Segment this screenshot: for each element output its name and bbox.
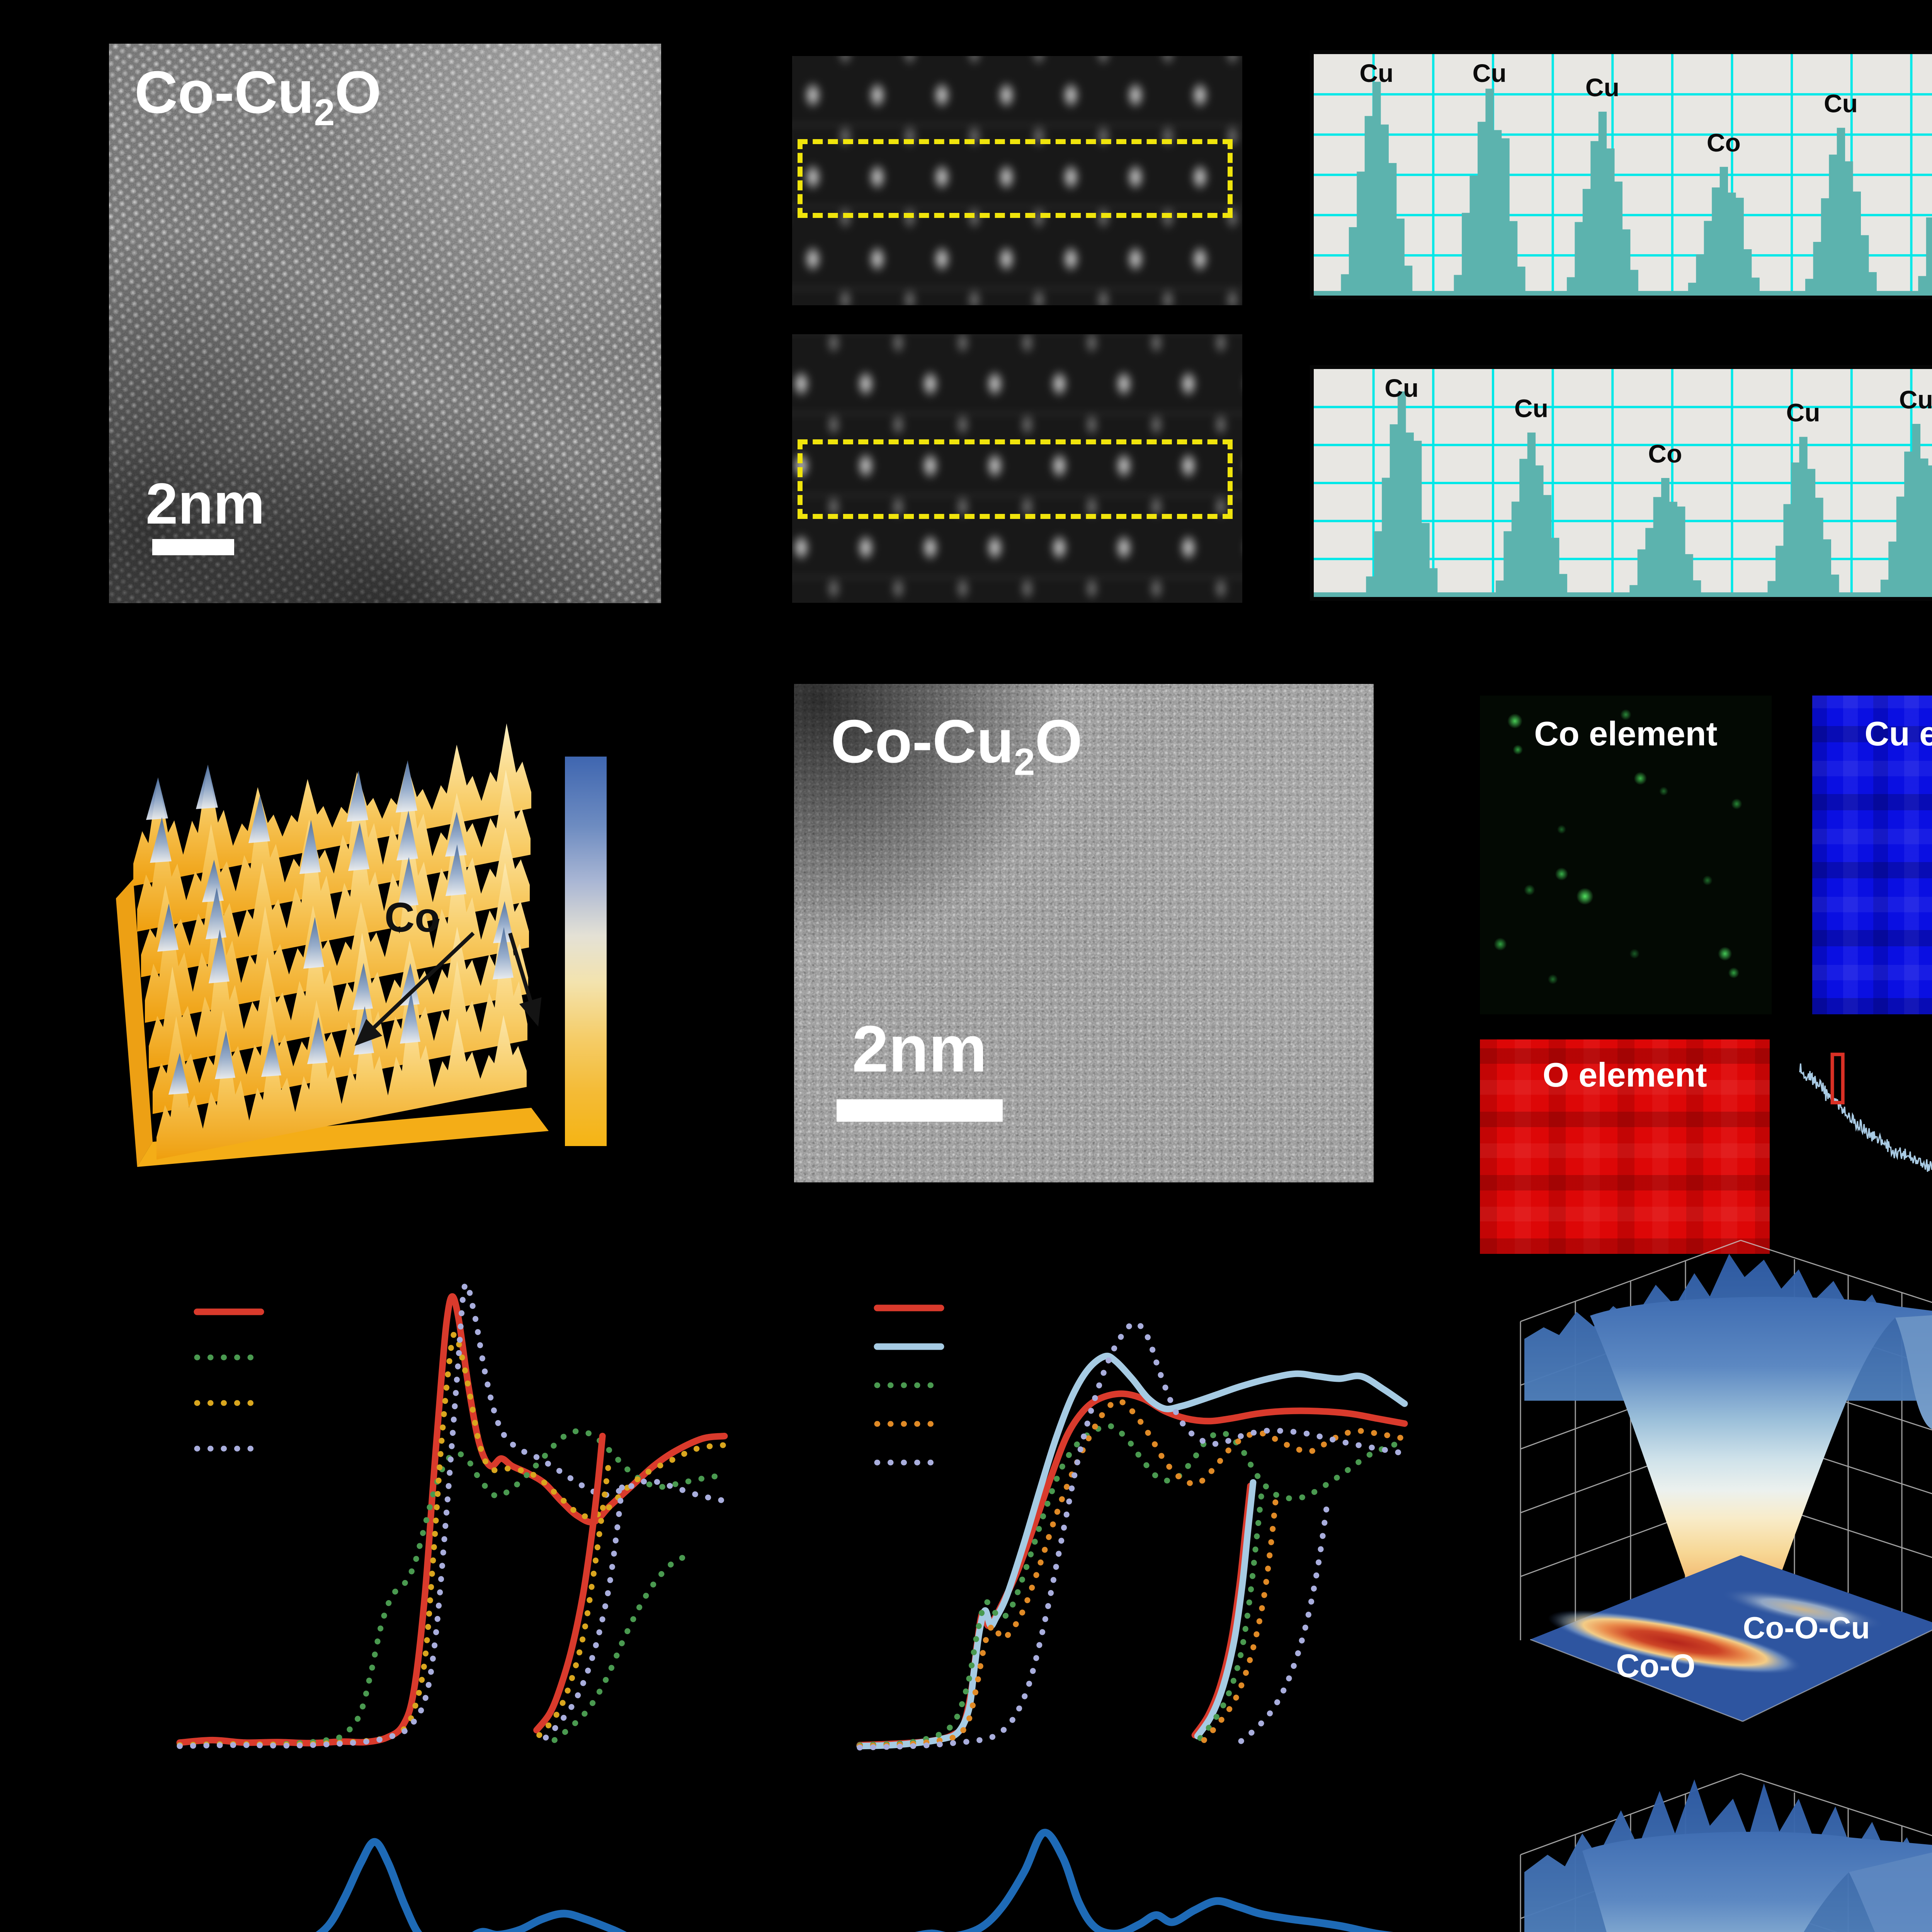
scalebar: [837, 1099, 1003, 1122]
sample-label: Co-Cu2O: [134, 62, 381, 131]
noise-texture: [109, 44, 661, 603]
peak-element-label: Co: [1648, 439, 1682, 468]
co-xanes-series-2: [177, 1331, 728, 1748]
co-exafs-series-0: [316, 1838, 627, 1932]
label-text: Co-Cu: [134, 59, 314, 126]
exafs-chart: [316, 1838, 627, 1932]
funnel-right-lobe: [1849, 1852, 1932, 1932]
exafs-chart: [915, 1828, 1394, 1932]
peak-element-label: Co: [1707, 128, 1741, 157]
label-subscript: 2: [1014, 740, 1035, 783]
atomic-row-crop-1: [792, 56, 1242, 305]
spectrum-highlight-box-0: [1830, 1053, 1845, 1105]
atomic-columns-texture: [792, 334, 1242, 603]
highlight-dashed-box: [798, 139, 1233, 218]
floor-hotspot-co-o-cu: [1721, 1589, 1884, 1630]
peak-element-label: Cu: [1384, 374, 1418, 402]
hrtem-image-co-cu2o: Co-Cu2O 2nm: [794, 684, 1374, 1182]
atomic-row-crop-2: [792, 334, 1242, 603]
cu-xanes-inset-series-1: [1194, 1479, 1257, 1740]
xanes-chart: [856, 1304, 1408, 1751]
cu-xanes-series-1: [856, 1352, 1408, 1750]
co-exafs-r-space-stack: [170, 1774, 734, 1932]
wavelet-surface: Co-O Co-O-Cu: [1520, 1240, 1932, 1722]
cu-exafs-series-0: [915, 1828, 1394, 1932]
peak-element-label: Cu: [1514, 394, 1548, 422]
eels-spectrum-chart: [1799, 1053, 1932, 1172]
label-text: Co-Cu: [831, 707, 1014, 776]
co-k-edge-xanes-plot: [170, 1213, 734, 1770]
spike-surface: [116, 723, 549, 1167]
peak-element-label: Cu: [1824, 89, 1858, 118]
scalebar-label: 2nm: [852, 1012, 987, 1086]
funnel-right-lobe: [1895, 1315, 1932, 1429]
histogram-bars: [1314, 391, 1932, 597]
peak-element-label: Cu: [1585, 73, 1619, 102]
spectrum-trace: [1799, 1063, 1932, 1172]
cu-xanes-inset-series-2: [1197, 1493, 1264, 1741]
cu-wavelet-transform-3d: Cu-O Cu-O-Cu: [1493, 1756, 1932, 1932]
cu-xanes-series-2: [857, 1423, 1408, 1748]
label-subscript: 2: [314, 92, 335, 133]
eds-map-label: Co element: [1534, 714, 1718, 753]
peak-element-label: Cu: [1899, 385, 1932, 414]
haadf-stem-image-co-cu2o: Co-Cu2O 2nm: [109, 44, 661, 603]
eds-map-co: Co element: [1480, 696, 1772, 1014]
cu-xanes-series-3: [857, 1398, 1408, 1749]
xanes-chart: [176, 1281, 728, 1749]
cu-xanes-series-4: [857, 1320, 1408, 1751]
floor-label-co-o: Co-O: [1616, 1648, 1695, 1684]
peak-element-label: Cu: [1359, 59, 1393, 87]
floor-hotspot-co-o: [1548, 1610, 1803, 1675]
co-xanes-inset-series-2: [543, 1478, 626, 1741]
co-xanes-inset-series-0: [533, 1433, 606, 1734]
highlight-dashed-box: [798, 439, 1233, 519]
funnel-surface: [1590, 1297, 1932, 1682]
eds-map-label: O element: [1543, 1056, 1707, 1094]
co-xanes-series-3: [177, 1281, 728, 1749]
co-xanes-inset-series-1: [536, 1458, 612, 1738]
sample-label: Co-Cu2O: [831, 711, 1082, 781]
scalebar-label: 2nm: [146, 471, 265, 536]
label-text: O: [335, 59, 381, 126]
co-dopant-annotation: Co: [384, 894, 440, 940]
annotation-arrow-left: [354, 932, 475, 1046]
wavelet-surface: Cu-O Cu-O-Cu: [1520, 1773, 1932, 1932]
scalebar: [152, 539, 234, 555]
peak-element-label: Cu: [1786, 398, 1820, 427]
annotation-arrow-right: [508, 932, 542, 1027]
spike-field: [116, 723, 549, 1167]
cu-xanes-inset-series-3: [1201, 1488, 1280, 1743]
cu-exafs-r-space-stack: [850, 1774, 1418, 1932]
eds-map-label: Cu element: [1864, 714, 1932, 753]
co-wavelet-transform-3d: Co-O Co-O-Cu: [1493, 1223, 1932, 1725]
floor-edges: [1530, 1629, 1932, 1722]
cu-xanes-inset-series-4: [1238, 1500, 1330, 1744]
eds-map-cu: Cu element: [1812, 696, 1932, 1014]
histogram-bars: [1314, 82, 1932, 296]
height-colorbar: [565, 757, 607, 1146]
eels-spectrum-panel: [1797, 1043, 1932, 1229]
eds-map-o: O element: [1480, 1039, 1770, 1254]
floor-label-co-o-cu: Co-O-Cu: [1743, 1611, 1870, 1645]
label-text: O: [1035, 707, 1083, 776]
funnel-surface: [1582, 1832, 1932, 1932]
cu-k-edge-xanes-plot: [850, 1213, 1418, 1770]
3d-spike-surface-plot: [87, 697, 607, 1186]
atomic-columns-texture: [792, 56, 1242, 305]
co-xanes-series-0: [176, 1293, 728, 1747]
peak-element-label: Cu: [1473, 59, 1507, 87]
